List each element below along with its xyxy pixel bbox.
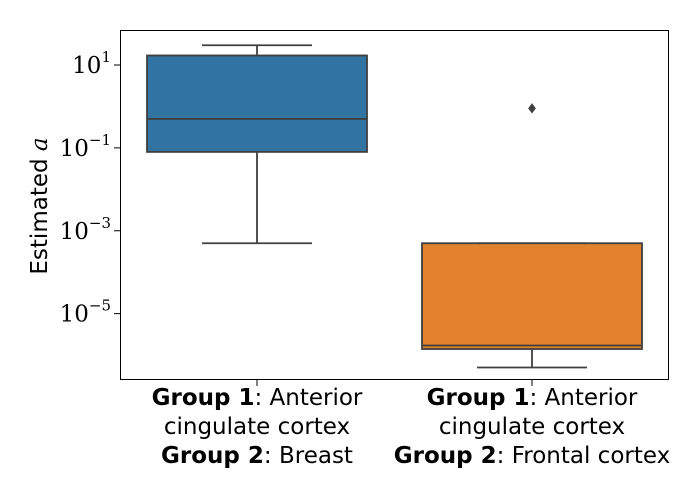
outlier-point: [528, 103, 536, 114]
group-description: cingulate cortex: [163, 414, 351, 440]
box: [146, 54, 368, 153]
category-label-line: cingulate cortex: [117, 413, 397, 442]
plot-frame: [120, 30, 669, 380]
group-name: Group 1: [426, 385, 530, 411]
y-tick-label: 10−5: [60, 297, 111, 328]
group-name: Group 2: [393, 443, 497, 469]
category-label-line: Group 2: Frontal cortex: [392, 442, 672, 471]
y-axis-label: Estimated a: [27, 137, 53, 274]
category-label-line: Group 1: Anterior: [117, 384, 397, 413]
group-name: Group 1: [151, 385, 255, 411]
box-group-2: [421, 103, 643, 369]
y-tick-label: 10−1: [60, 131, 111, 162]
group-description: : Anterior: [254, 385, 363, 411]
category-label-line: Group 1: Anterior: [392, 384, 672, 413]
category-label-line: Group 2: Breast: [117, 442, 397, 471]
y-tick-label: 10−3: [60, 214, 111, 245]
group-name: Group 2: [161, 443, 264, 469]
box-group-1: [146, 44, 368, 245]
group-description: : Anterior: [529, 385, 638, 411]
x-category-label-2: Group 1: Anterior cingulate cortex Group 2…: [392, 384, 672, 471]
group-description: : Breast: [263, 443, 353, 469]
group-description: cingulate cortex: [438, 414, 626, 440]
x-category-label-1: Group 1: Anterior cingulate cortex Group 2…: [117, 384, 397, 471]
category-label-line: cingulate cortex: [392, 413, 672, 442]
group-description: : Frontal cortex: [496, 443, 671, 469]
box: [421, 242, 643, 350]
y-tick-label: 101: [72, 48, 111, 79]
